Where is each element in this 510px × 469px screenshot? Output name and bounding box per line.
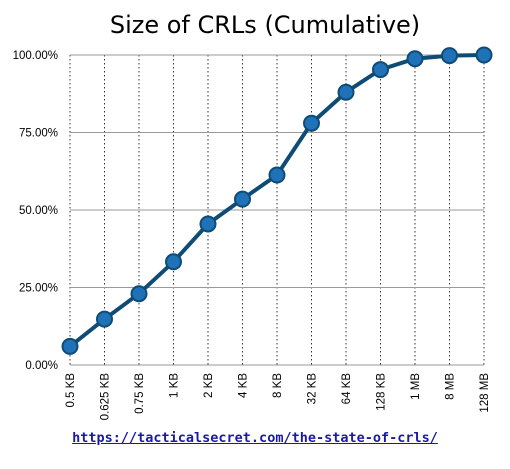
- y-tick-label: 0.00%: [25, 360, 58, 372]
- y-tick-label: 100.00%: [13, 50, 58, 62]
- source-link[interactable]: https://tacticalsecret.com/the-state-of-…: [72, 430, 438, 446]
- x-tick-label: 4 KB: [238, 373, 250, 398]
- y-tick-label: 75.00%: [19, 128, 58, 140]
- data-point: [441, 47, 458, 65]
- crl-size-chart: Size of CRLs (Cumulative) 0.00% 25.00% 50.…: [13, 11, 493, 421]
- x-tick-label: 128 MB: [479, 373, 491, 413]
- x-tick-label: 0.5 KB: [65, 373, 77, 408]
- x-tick-label: 2 KB: [203, 373, 215, 398]
- x-axis-ticks: 0.5 KB 0.625 KB 0.75 KB 1 KB 2 KB 4 KB 8 KB 32 …: [65, 373, 491, 421]
- x-tick-label: 64 KB: [341, 373, 353, 405]
- data-point: [372, 61, 389, 79]
- x-tick-label: 8 KB: [272, 373, 284, 398]
- x-tick-label: 1 KB: [169, 373, 181, 398]
- x-tick-label: 0.75 KB: [134, 373, 146, 414]
- data-point: [337, 83, 355, 101]
- series-line: [68, 53, 485, 348]
- y-tick-label: 50.00%: [19, 205, 58, 217]
- data-point: [475, 46, 493, 64]
- data-point: [406, 50, 424, 68]
- data-point: [130, 285, 148, 303]
- x-tick-label: 32 KB: [307, 373, 319, 405]
- data-point: [61, 337, 79, 355]
- data-point: [268, 166, 286, 184]
- data-point: [303, 114, 320, 132]
- y-tick-label: 25.00%: [19, 283, 58, 295]
- x-tick-label: 1 MB: [410, 373, 422, 400]
- data-point: [199, 215, 217, 233]
- y-axis-ticks: 0.00% 25.00% 50.00% 75.00% 100.00%: [13, 50, 58, 372]
- data-point: [234, 190, 251, 208]
- grid-lines: [69, 54, 485, 366]
- data-markers: [61, 46, 493, 355]
- chart-title: Size of CRLs (Cumulative): [110, 11, 420, 39]
- x-tick-label: 8 MB: [445, 373, 457, 400]
- data-point: [165, 253, 182, 271]
- x-tick-label: 128 KB: [376, 373, 388, 411]
- x-tick-label: 0.625 KB: [100, 373, 112, 421]
- data-point: [96, 310, 113, 328]
